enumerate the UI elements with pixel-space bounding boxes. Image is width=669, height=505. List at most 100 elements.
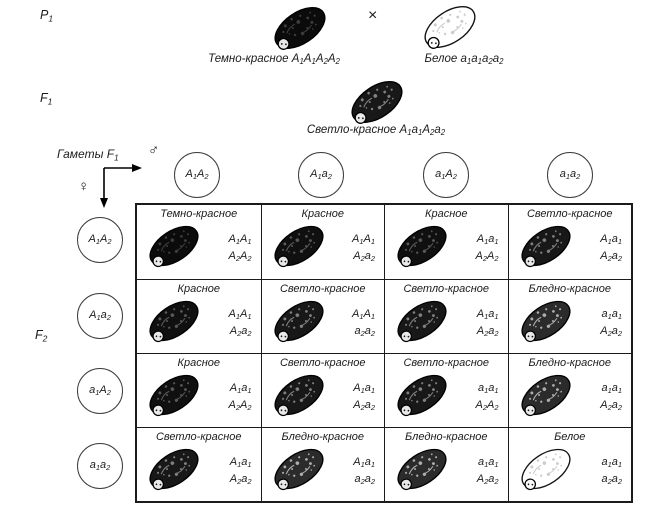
punnett-cell-r1c4: Светло-красное A1a1 A2a2 [507,205,632,279]
genotype-line-1: A1a1 [229,456,252,470]
cell-phenotype: Белое [554,431,586,443]
f1-caption: Светло-красное A1a1A2a2 [293,124,459,137]
punnett-cell-r4c1: Светло-красное A1a1 A2a2 [137,427,261,501]
genotype-line-1: A1a1 [476,308,499,322]
genotype-line-1: A1a1 [229,382,252,396]
seed-illustration [143,296,205,346]
gamete-circle-top-1: A1A2 [174,152,220,198]
genotype-line-2: A2a2 [600,250,622,264]
seed-illustration [515,296,577,346]
cell-genotype: a1a1 A2a2 [477,455,499,489]
gamete-label: A1A2 [88,233,112,247]
cell-genotype: A1a1 A2A2 [229,381,252,415]
cell-phenotype: Светло-красное [279,357,366,369]
cell-phenotype: Бледно-красное [528,357,612,369]
punnett-cell-r4c2: Бледно-красное A1a1 a2a2 [260,427,384,501]
cell-genotype: a1a1 A2a2 [600,381,622,415]
cell-genotype: a1a1 a2a2 [601,455,622,489]
gamete-label: a1a2 [559,168,581,182]
gamete-label: A1a2 [89,309,111,323]
punnett-cell-r2c4: Бледно-красное a1a1 A2a2 [507,279,631,353]
genotype-line-2: A2a2 [229,473,252,487]
punnett-cell-r2c2: Светло-красное A1A1 a2a2 [260,279,384,353]
parent-white-caption: Белое a1a1a2a2 [402,53,526,66]
genotype-line-2: A2a2 [229,325,252,339]
gamete-circle-left-2: A1a2 [77,293,123,339]
seed-illustration [268,370,330,420]
genotype-line-2: A2a2 [353,250,375,264]
cell-phenotype: Красное [177,357,220,369]
seed-illustration [268,296,330,346]
parent-white-phenotype: Белое [424,53,458,65]
cell-phenotype: Светло-красное [526,208,613,220]
punnett-square: Темно-красное A1A1 A2A2 Красное A1A1 A2a… [135,203,633,503]
genotype-line-2: A2A2 [228,250,252,264]
genotype-line-2: A2A2 [228,399,252,413]
cell-phenotype: Красное [424,208,468,220]
gamete-label: a1a2 [89,459,111,473]
seed-illustration [515,370,577,420]
cell-phenotype: Бледно-красное [528,283,612,295]
genotype-line-2: A2a2 [476,325,499,339]
cell-genotype: A1a1 A2A2 [476,232,499,266]
f1-seed-illustration [344,76,410,128]
genotype-line-2: A2a2 [600,325,622,339]
seed-illustration [391,221,453,271]
cell-phenotype: Темно-красное [160,208,238,220]
punnett-cell-r3c4: Бледно-красное a1a1 A2a2 [507,353,631,427]
parent-dark-phenotype: Темно-красное [208,53,289,65]
punnett-cell-r1c3: Красное A1a1 A2A2 [384,205,508,279]
genotype-line-1: A1A1 [228,233,252,247]
cell-genotype: A1a1 A2a2 [600,232,622,266]
cell-phenotype: Светло-красное [279,283,366,295]
seed-illustration [391,444,453,494]
genotype-line-2: a2a2 [601,473,622,487]
genotype-line-1: a1a1 [601,382,622,396]
f2-label: F2 [35,328,48,344]
cell-genotype: a1a1 A2A2 [476,381,499,415]
genotype-line-1: a1a1 [477,456,499,470]
cell-genotype: A1a1 A2a2 [353,381,375,415]
punnett-cell-r2c3: Светло-красное A1a1 A2a2 [384,279,508,353]
punnett-cell-r3c1: Красное A1a1 A2A2 [137,353,261,427]
punnett-cell-r4c3: Бледно-красное a1a1 A2a2 [384,427,508,501]
gamete-circle-left-1: A1A2 [77,217,123,263]
seed-illustration [391,370,453,420]
gamete-label: A1a2 [310,168,332,182]
gamete-circle-left-4: a1a2 [77,443,123,489]
parent-white-seed-illustration [417,1,483,53]
gametes-label: Гаметы F1 [57,147,119,163]
cell-genotype: A1a1 A2a2 [477,307,499,341]
gamete-label: a1A2 [435,168,457,182]
punnett-cell-r1c1: Темно-красное A1A1 A2A2 [137,205,261,279]
cell-phenotype: Красное [177,283,220,295]
punnett-cell-r2c1: Красное A1A1 A2a2 [137,279,261,353]
parent-dark-genotype: A1A1A2A2 [291,53,340,67]
female-symbol-icon: ♀ [78,178,90,195]
seed-illustration [268,221,330,271]
genotype-line-1: A1A1 [228,308,252,322]
cell-genotype: A1A1 A2a2 [352,232,375,266]
gamete-circle-top-2: A1a2 [298,152,344,198]
genotype-line-1: A1A1 [352,308,375,322]
cell-genotype: A1a1 a2a2 [353,455,375,489]
parent-dark-seed-illustration [267,2,333,54]
cell-genotype: a1a1 A2a2 [600,307,622,341]
genotype-line-2: a2a2 [354,325,375,339]
p1-label: P1 [40,8,54,24]
seed-illustration [391,296,453,346]
cell-genotype: A1A1 A2a2 [229,307,252,341]
cell-phenotype: Красное [301,208,344,220]
male-symbol-icon: ♂ [148,142,160,159]
cell-genotype: A1A1 A2A2 [229,232,252,266]
genotype-line-2: A2a2 [353,399,375,413]
seed-illustration [515,444,577,494]
cross-symbol: × [368,7,378,24]
gamete-circle-top-3: a1A2 [423,152,469,198]
parent-dark-caption: Темно-красное A1A1A2A2 [193,53,355,66]
genotype-line-2: A2a2 [600,399,622,413]
genotype-line-1: A1a1 [353,382,375,396]
cell-genotype: A1A1 a2a2 [352,307,375,341]
f1-genotype: A1a1A2a2 [399,124,446,138]
